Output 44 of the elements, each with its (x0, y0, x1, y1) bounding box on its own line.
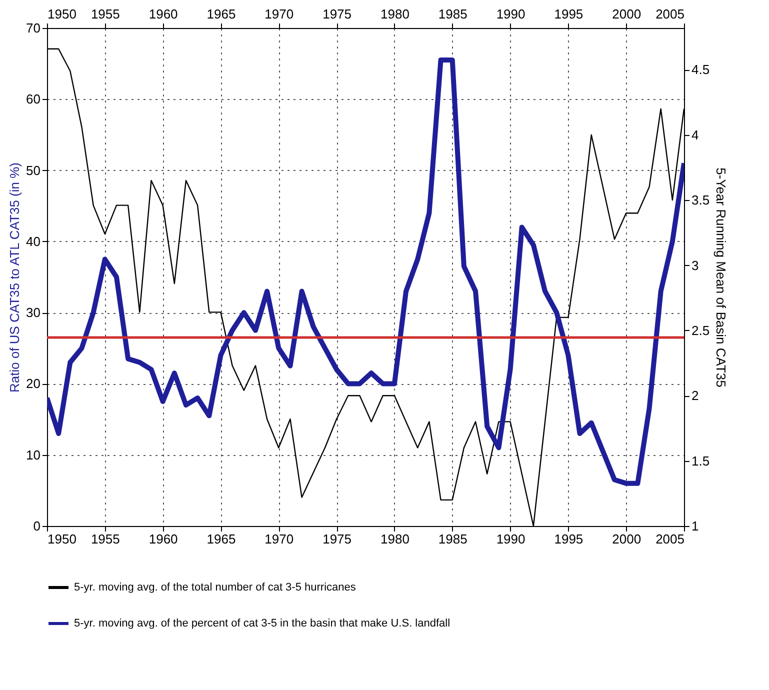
y2-tick-label: 4.5 (692, 62, 710, 78)
x-tick-label: 1970 (264, 532, 294, 546)
y-tick-label: 70 (26, 20, 40, 36)
x-tick-label: 1950 (48, 532, 76, 546)
x-tick-label: 1990 (496, 532, 526, 546)
y2-tick-label: 4 (692, 127, 699, 142)
y-tick-label: 0 (33, 518, 40, 534)
y2-tick-label: 3 (692, 258, 699, 273)
x2-tick-label: 1955 (90, 6, 120, 22)
y2-tick-label: 2 (692, 388, 699, 404)
x2-tick-label: 1985 (438, 6, 468, 22)
legend-label: 5-yr. moving avg. of the total number of cat 3-5 hurricanes (74, 582, 356, 594)
y-axis-title: Ratio of US CAT35 to ATL CAT35 (in %) (7, 162, 22, 392)
y2-tick-label: 2.5 (692, 322, 710, 338)
x-tick-label: 1955 (90, 532, 120, 546)
x2-tick-label: 2000 (612, 6, 642, 22)
x-tick-label: 2000 (612, 532, 642, 546)
y-tick-label: 40 (26, 234, 40, 249)
x2-tick-label: 1950 (48, 6, 76, 22)
x-tick-label: 1965 (206, 532, 236, 546)
y2-tick-label: 1.5 (692, 453, 710, 468)
x-tick-label: 1980 (380, 532, 410, 546)
x2-tick-label: 1960 (148, 6, 178, 22)
y2-tick-label: 3.5 (692, 192, 710, 208)
y-tick-label: 30 (26, 305, 40, 320)
x2-tick-label: 1995 (554, 6, 584, 22)
y2-axis-title: 5-Year Running Mean of Basin CAT35 (714, 168, 729, 388)
x-tick-label: 1985 (438, 532, 468, 546)
x2-tick-label: 1975 (322, 6, 352, 22)
x-tick-label: 1975 (322, 532, 352, 546)
y2-tick-label: 1 (692, 518, 699, 534)
x2-tick-label: 1990 (496, 6, 526, 22)
x2-tick-label: 1970 (264, 6, 294, 22)
x2-tick-label: 1965 (206, 6, 236, 22)
y-tick-label: 20 (26, 376, 40, 392)
y-tick-label: 60 (26, 92, 40, 107)
y-tick-label: 50 (26, 162, 40, 178)
y-tick-label: 10 (26, 447, 40, 462)
x-tick-label: 1960 (148, 532, 178, 546)
x2-tick-label: 2005 (656, 6, 684, 22)
x-tick-label: 1995 (554, 532, 584, 546)
legend-label: 5-yr. moving avg. of the percent of cat 3-5 in the basin that make U.S. landfall (74, 618, 450, 630)
x-tick-label: 2005 (656, 532, 684, 546)
x2-tick-label: 1980 (380, 6, 410, 22)
